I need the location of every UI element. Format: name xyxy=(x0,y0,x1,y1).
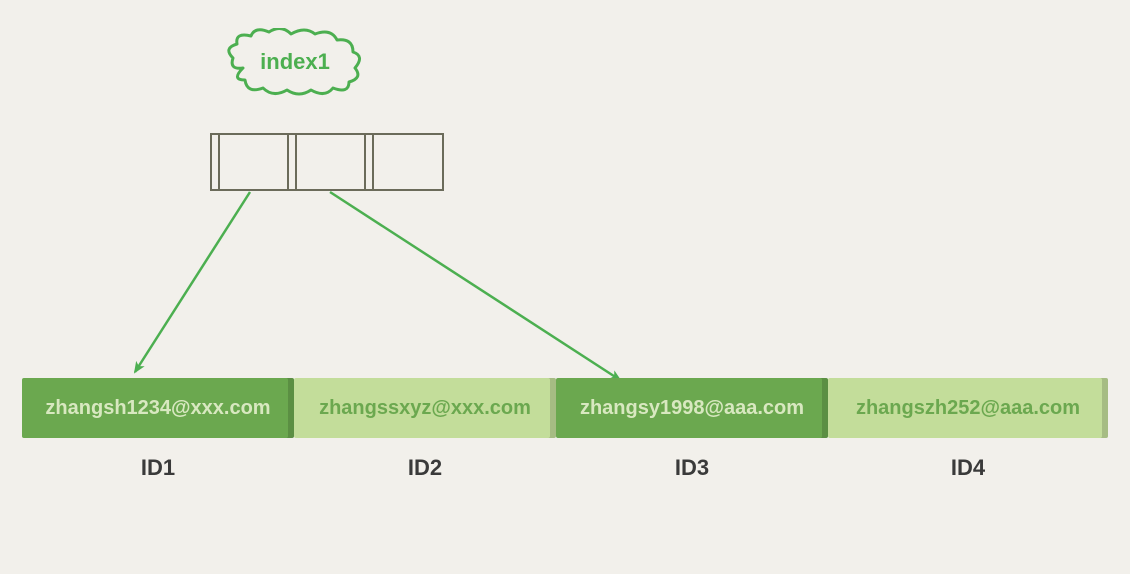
id-label-3: ID3 xyxy=(556,455,828,481)
index-cell-0 xyxy=(212,135,220,189)
data-cell-id4: zhangszh252@aaa.com xyxy=(828,378,1108,438)
data-cell-text: zhangszh252@aaa.com xyxy=(856,397,1080,420)
index-cell-3 xyxy=(297,135,365,189)
id-label-1: ID1 xyxy=(22,455,294,481)
index-cloud-label: index1 xyxy=(260,49,330,75)
arrow-to-id1 xyxy=(135,192,250,372)
index-cloud: index1 xyxy=(225,28,365,96)
data-cell-text: zhangsh1234@xxx.com xyxy=(45,397,270,420)
index-boxes xyxy=(210,133,444,191)
index-cell-1 xyxy=(220,135,288,189)
data-row: zhangsh1234@xxx.com zhangssxyz@xxx.com z… xyxy=(22,378,1108,438)
id-labels-row: ID1 ID2 ID3 ID4 xyxy=(22,455,1108,481)
data-cell-id1: zhangsh1234@xxx.com xyxy=(22,378,294,438)
index-cell-4 xyxy=(366,135,374,189)
id-label-4: ID4 xyxy=(828,455,1108,481)
data-cell-id3: zhangsy1998@aaa.com xyxy=(556,378,828,438)
id-label-2: ID2 xyxy=(294,455,556,481)
data-cell-text: zhangssxyz@xxx.com xyxy=(319,397,531,420)
index-cell-5 xyxy=(374,135,442,189)
data-cell-text: zhangsy1998@aaa.com xyxy=(580,397,804,420)
arrow-to-id3 xyxy=(330,192,620,380)
index-cell-2 xyxy=(289,135,297,189)
arrows-layer xyxy=(0,0,1130,574)
data-cell-id2: zhangssxyz@xxx.com xyxy=(294,378,556,438)
